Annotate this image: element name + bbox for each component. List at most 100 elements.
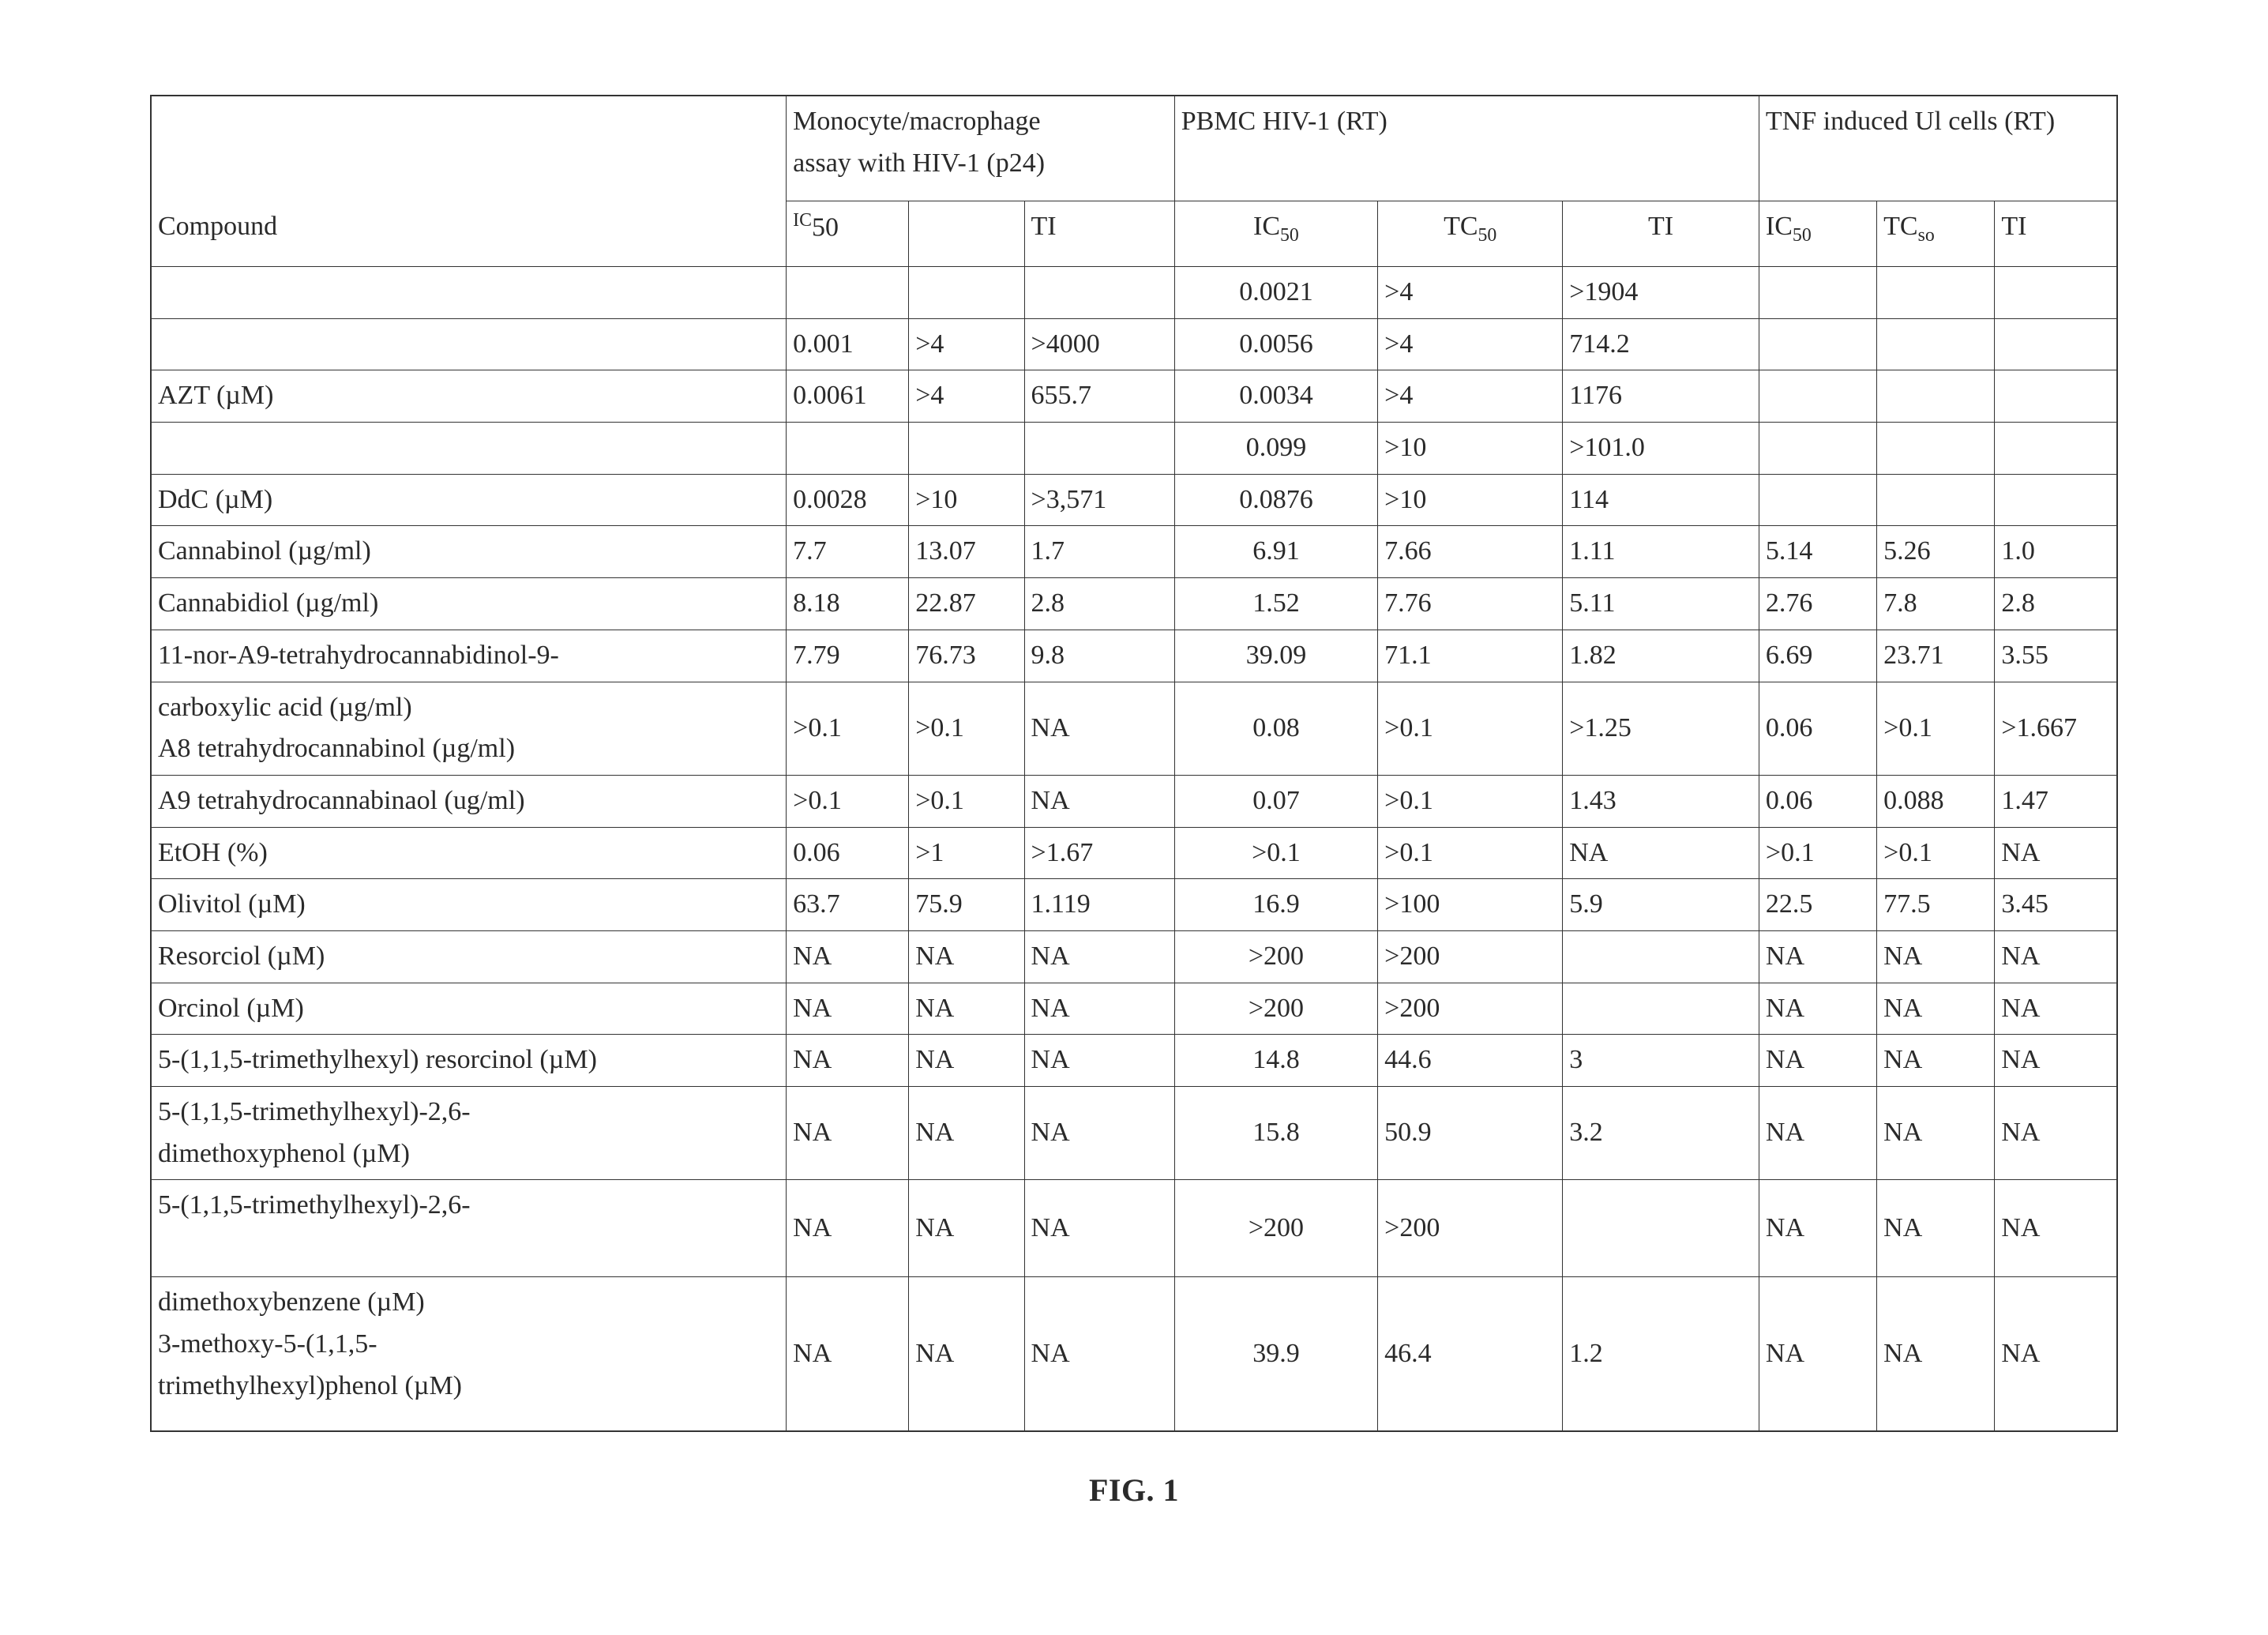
- g3-cell: >0.1: [1759, 827, 1876, 879]
- g2-cell: 0.099: [1174, 423, 1377, 475]
- g3-cell: [1877, 318, 1995, 370]
- g1-cell: NA: [909, 930, 1024, 983]
- g1-cell: NA: [787, 1035, 909, 1087]
- g2-cell: >200: [1174, 1180, 1377, 1277]
- g3-cell: NA: [1995, 1087, 2117, 1180]
- table-row: Cannabidiol (µg/ml)8.1822.872.81.527.765…: [151, 578, 2117, 630]
- g1-cell: NA: [909, 1180, 1024, 1277]
- g1-cell: 1.7: [1024, 526, 1174, 578]
- g3-cell: >0.1: [1877, 682, 1995, 775]
- g2-cell: >200: [1174, 983, 1377, 1035]
- g3-cell: NA: [1759, 1035, 1876, 1087]
- g2-cell: 1176: [1563, 370, 1759, 423]
- g1-cell: NA: [909, 983, 1024, 1035]
- g3-cell: NA: [1995, 1180, 2117, 1277]
- g3-cell: [1995, 318, 2117, 370]
- g3-cell: 3.45: [1995, 879, 2117, 931]
- g3-cell: [1995, 370, 2117, 423]
- g1-cell: 76.73: [909, 630, 1024, 682]
- g1-cell: 0.0028: [787, 474, 909, 526]
- g3-cell: 1.0: [1995, 526, 2117, 578]
- compound-cell: AZT (µM): [151, 370, 787, 423]
- g1-cell: >4: [909, 318, 1024, 370]
- g1-cell: >4000: [1024, 318, 1174, 370]
- g1-cell: NA: [787, 983, 909, 1035]
- g2-cell: 50.9: [1378, 1087, 1563, 1180]
- g2-cell: 0.07: [1174, 775, 1377, 827]
- header-g3-ti: TI: [1995, 201, 2117, 267]
- g3-cell: NA: [1877, 930, 1995, 983]
- g2-cell: >200: [1174, 930, 1377, 983]
- g3-cell: >1.667: [1995, 682, 2117, 775]
- g3-cell: NA: [1995, 1277, 2117, 1432]
- table-row: 11-nor-A9-tetrahydrocannabidinol-9-7.797…: [151, 630, 2117, 682]
- g3-cell: 1.47: [1995, 775, 2117, 827]
- g3-cell: 5.26: [1877, 526, 1995, 578]
- compound-cell: dimethoxybenzene (µM) 3-methoxy-5-(1,1,5…: [151, 1277, 787, 1432]
- g3-cell: 3.55: [1995, 630, 2117, 682]
- g1-cell: 7.79: [787, 630, 909, 682]
- g2-cell: [1563, 930, 1759, 983]
- g2-cell: >1904: [1563, 267, 1759, 319]
- g2-cell: >200: [1378, 983, 1563, 1035]
- table-row: carboxylic acid (µg/ml) A8 tetrahydrocan…: [151, 682, 2117, 775]
- g1-cell: NA: [787, 930, 909, 983]
- compound-cell: Orcinol (µM): [151, 983, 787, 1035]
- g2-cell: >10: [1378, 423, 1563, 475]
- g1-cell: 0.06: [787, 827, 909, 879]
- header-g2-tc50: TC50: [1378, 201, 1563, 267]
- g2-cell: >1.25: [1563, 682, 1759, 775]
- g1-cell: [787, 423, 909, 475]
- g2-cell: >0.1: [1378, 682, 1563, 775]
- g3-cell: 23.71: [1877, 630, 1995, 682]
- g3-cell: NA: [1995, 1035, 2117, 1087]
- g3-cell: NA: [1759, 983, 1876, 1035]
- g2-cell: 0.08: [1174, 682, 1377, 775]
- g2-cell: >4: [1378, 318, 1563, 370]
- g1-cell: 63.7: [787, 879, 909, 931]
- g2-cell: 14.8: [1174, 1035, 1377, 1087]
- table-row: EtOH (%)0.06>1>1.67>0.1>0.1NA>0.1>0.1NA: [151, 827, 2117, 879]
- g3-cell: [1995, 423, 2117, 475]
- table-row: 5-(1,1,5-trimethylhexyl) resorcinol (µM)…: [151, 1035, 2117, 1087]
- table-row: 0.099>10>101.0: [151, 423, 2117, 475]
- table-row: AZT (µM)0.0061>4655.70.0034>41176: [151, 370, 2117, 423]
- compound-cell: carboxylic acid (µg/ml) A8 tetrahydrocan…: [151, 682, 787, 775]
- g2-cell: 0.0056: [1174, 318, 1377, 370]
- g2-cell: 39.9: [1174, 1277, 1377, 1432]
- table-row: Cannabinol (µg/ml)7.713.071.76.917.661.1…: [151, 526, 2117, 578]
- g3-cell: 77.5: [1877, 879, 1995, 931]
- g2-cell: 0.0021: [1174, 267, 1377, 319]
- g1-cell: NA: [1024, 1035, 1174, 1087]
- table-row: 5-(1,1,5-trimethylhexyl)-2,6- dimethoxyp…: [151, 1087, 2117, 1180]
- g2-cell: 6.91: [1174, 526, 1377, 578]
- header-compound-blank: [151, 96, 787, 201]
- g3-cell: NA: [1759, 930, 1876, 983]
- g1-cell: [909, 423, 1024, 475]
- g1-cell: 7.7: [787, 526, 909, 578]
- g2-cell: 71.1: [1378, 630, 1563, 682]
- g1-cell: NA: [1024, 1180, 1174, 1277]
- g2-cell: >200: [1378, 930, 1563, 983]
- table-row: Orcinol (µM)NANANA>200>200NANANA: [151, 983, 2117, 1035]
- compound-cell: DdC (µM): [151, 474, 787, 526]
- g2-cell: 1.2: [1563, 1277, 1759, 1432]
- g1-cell: NA: [909, 1035, 1024, 1087]
- compound-cell: A9 tetrahydrocannabinaol (ug/ml): [151, 775, 787, 827]
- g3-cell: 2.76: [1759, 578, 1876, 630]
- g1-cell: NA: [787, 1180, 909, 1277]
- g3-cell: >0.1: [1877, 827, 1995, 879]
- g2-cell: 15.8: [1174, 1087, 1377, 1180]
- header-g1-ti: TI: [1024, 201, 1174, 267]
- g2-cell: 0.0034: [1174, 370, 1377, 423]
- g1-cell: NA: [909, 1277, 1024, 1432]
- compound-cell: 5-(1,1,5-trimethylhexyl) resorcinol (µM): [151, 1035, 787, 1087]
- table-row: Resorciol (µM)NANANA>200>200NANANA: [151, 930, 2117, 983]
- compound-cell: Cannabidiol (µg/ml): [151, 578, 787, 630]
- compound-cell: 5-(1,1,5-trimethylhexyl)-2,6- dimethoxyp…: [151, 1087, 787, 1180]
- g2-cell: 1.52: [1174, 578, 1377, 630]
- compound-cell: 5-(1,1,5-trimethylhexyl)-2,6-: [151, 1180, 787, 1277]
- header-compound-label: Compound: [158, 212, 277, 241]
- g1-cell: 0.001: [787, 318, 909, 370]
- g2-cell: >4: [1378, 267, 1563, 319]
